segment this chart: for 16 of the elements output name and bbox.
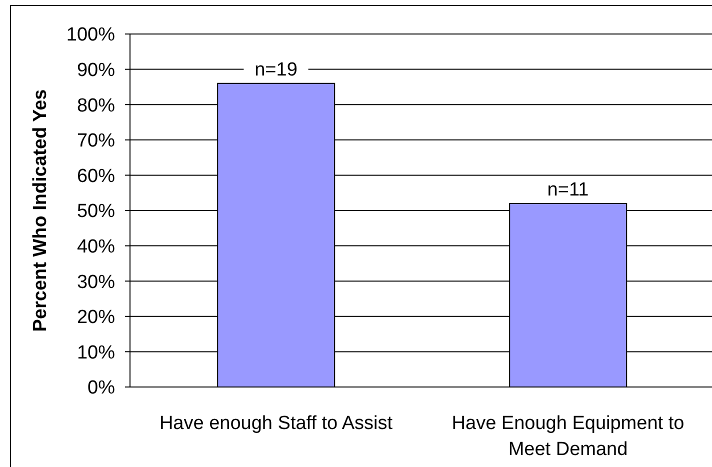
y-tick-label: 50%: [76, 201, 116, 222]
y-tick-label: 80%: [76, 95, 116, 116]
y-tick-label: 90%: [76, 60, 116, 81]
y-axis-title: Percent Who Indicated Yes: [30, 89, 50, 332]
x-tick-label: Have Enough Equipment to Meet Demand: [452, 413, 684, 460]
y-tick-label: 30%: [76, 272, 116, 293]
y-tick-label: 70%: [76, 130, 116, 152]
annotation: n=19: [254, 59, 298, 80]
y-tick-label: 10%: [76, 342, 116, 364]
y-tick-label: 0%: [88, 378, 116, 399]
annotation: n=11: [547, 179, 589, 200]
y-tick-label: 40%: [76, 236, 116, 258]
x-tick-label: Have enough Staff to Assist: [159, 413, 394, 434]
y-tick-label: 100%: [66, 24, 116, 46]
y-tick-label: 20%: [76, 307, 116, 328]
y-tick-label: 60%: [76, 166, 116, 187]
